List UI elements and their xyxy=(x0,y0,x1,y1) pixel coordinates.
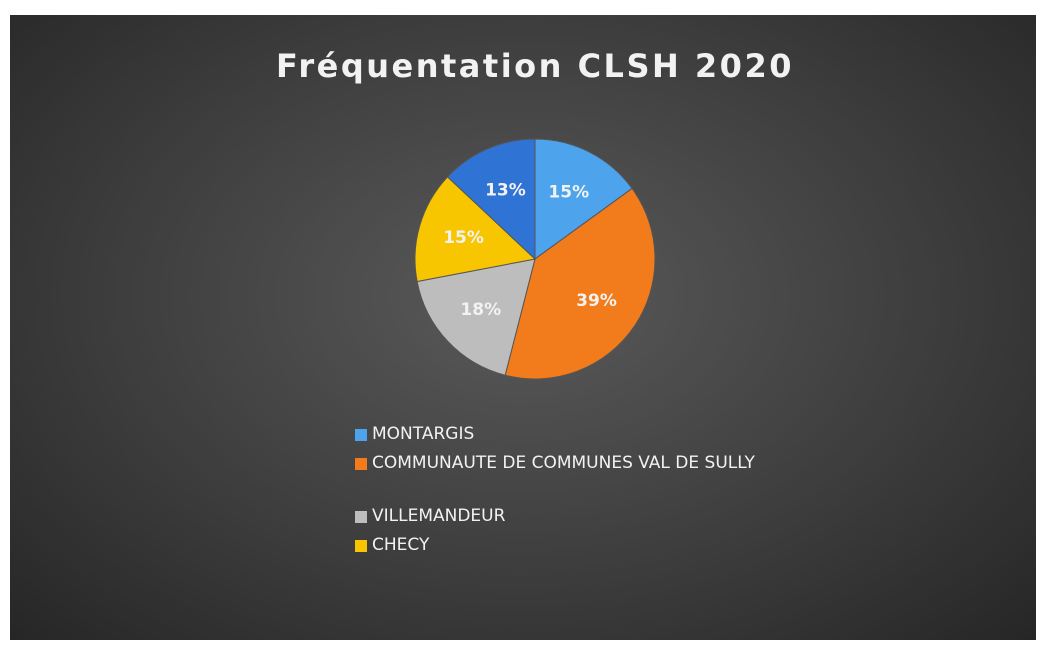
pie-slice xyxy=(416,258,536,376)
legend-item: CHECY xyxy=(355,531,785,560)
legend-item: VILLEMANDEUR xyxy=(355,502,785,531)
chart-title: Fréquentation CLSH 2020 xyxy=(276,47,794,85)
legend-swatch xyxy=(355,511,367,523)
data-label: 39% xyxy=(576,291,617,311)
data-label: 18% xyxy=(460,300,501,320)
pie-slice xyxy=(414,176,537,283)
legend-swatch xyxy=(355,429,367,441)
pie-slice xyxy=(504,187,656,380)
pie-slice xyxy=(446,138,536,261)
legend-swatch xyxy=(355,540,367,552)
pie-slice xyxy=(534,138,633,260)
legend-swatch xyxy=(355,458,367,470)
legend-label: CHECY xyxy=(372,535,430,555)
data-label: 15% xyxy=(548,183,589,203)
data-label: 13% xyxy=(485,181,526,201)
legend-label: VILLEMANDEUR xyxy=(372,506,506,526)
legend-item: MONTARGIS xyxy=(355,420,785,449)
legend-label: COMMUNAUTE DE COMMUNES VAL DE SULLY xyxy=(372,453,755,473)
legend: MONTARGIS COMMUNAUTE DE COMMUNES VAL DE S… xyxy=(355,420,785,584)
legend-item: COMMUNAUTE DE COMMUNES VAL DE SULLY xyxy=(355,449,785,478)
data-label: 15% xyxy=(443,228,484,248)
legend-label: MONTARGIS xyxy=(372,424,475,444)
